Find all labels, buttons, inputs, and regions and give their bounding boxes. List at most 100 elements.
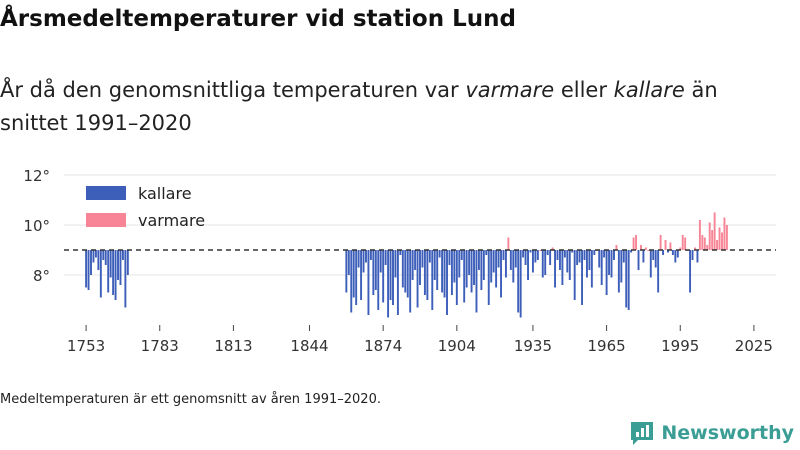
bar-1932 xyxy=(524,250,527,265)
bar-1861 xyxy=(350,250,353,313)
bar-1885 xyxy=(409,250,412,313)
legend: kallare varmare xyxy=(86,184,205,230)
bar-1976 xyxy=(632,237,635,250)
bar-1873 xyxy=(379,250,382,273)
bar-1860 xyxy=(347,250,350,275)
bar-1948 xyxy=(563,250,566,258)
subtitle-warm-word: varmare xyxy=(465,78,555,102)
legend-swatch-cold xyxy=(86,186,126,200)
bar-1756 xyxy=(92,250,95,263)
y-tick-label: 10° xyxy=(23,217,50,235)
bar-1758 xyxy=(97,250,100,270)
bar-1895 xyxy=(433,250,436,280)
bar-1988 xyxy=(662,250,665,255)
bar-1960 xyxy=(593,250,596,255)
x-axis-ticks: 1753 1783 1813 1844 1874 1904 1935 1965 1995 2025 xyxy=(67,325,773,355)
bar-1958 xyxy=(588,250,591,270)
bar-1959 xyxy=(590,250,593,288)
bar-1980 xyxy=(642,250,645,263)
bar-1974 xyxy=(627,250,630,310)
bar-2006 xyxy=(706,245,709,250)
bar-1754 xyxy=(87,250,90,290)
bar-1925 xyxy=(507,237,510,250)
bar-1937 xyxy=(536,250,539,260)
bar-1767 xyxy=(119,250,122,285)
bar-1901 xyxy=(448,250,451,265)
bar-1859 xyxy=(345,250,348,293)
subtitle-cold-word: kallare xyxy=(613,78,685,102)
bar-1883 xyxy=(404,250,407,293)
bar-1950 xyxy=(568,250,571,280)
bar-1939 xyxy=(541,250,544,278)
legend-swatch-warm xyxy=(86,213,126,227)
bar-1936 xyxy=(534,250,537,263)
newsworthy-logo: Newsworthy xyxy=(629,420,794,446)
bar-1891 xyxy=(423,250,426,295)
bar-1966 xyxy=(608,250,611,275)
newsworthy-logo-icon xyxy=(631,422,654,445)
x-tick-label: 1813 xyxy=(214,337,252,355)
bar-1889 xyxy=(419,250,421,285)
bar-1984 xyxy=(652,250,655,260)
bar-1900 xyxy=(446,250,448,315)
subtitle-part3: än snittet 1991–2020 xyxy=(0,78,718,135)
bar-1955 xyxy=(581,250,583,305)
bar-1927 xyxy=(512,250,515,283)
bar-1949 xyxy=(566,250,569,273)
bar-1975 xyxy=(630,250,633,253)
bar-1981 xyxy=(644,247,647,250)
bar-1868 xyxy=(367,250,370,315)
bar-1872 xyxy=(377,250,380,310)
bar-1899 xyxy=(443,250,446,298)
x-tick-label: 1753 xyxy=(67,337,105,355)
x-tick-label: 1935 xyxy=(514,337,552,355)
bar-1760 xyxy=(102,250,105,260)
bar-1753 xyxy=(85,250,88,288)
bar-1908 xyxy=(465,250,468,288)
bar-1999 xyxy=(689,250,692,293)
bar-1894 xyxy=(431,250,434,310)
bar-1882 xyxy=(401,250,404,288)
bar-1919 xyxy=(492,250,495,273)
bar-1947 xyxy=(561,250,564,285)
bar-1874 xyxy=(382,250,385,303)
bar-2005 xyxy=(703,237,706,250)
temperature-bar-chart: 8° 10° 12° 1753 1783 1813 1844 1874 1904 1935 196… xyxy=(23,167,776,355)
bar-1907 xyxy=(463,250,466,303)
bar-1903 xyxy=(453,250,456,283)
bar-1768 xyxy=(121,250,124,260)
bar-series xyxy=(85,212,728,318)
bar-2008 xyxy=(711,230,714,250)
bar-1987 xyxy=(659,235,662,250)
bar-1993 xyxy=(674,250,677,263)
bar-1916 xyxy=(485,250,488,255)
bar-2000 xyxy=(691,250,694,260)
bar-1952 xyxy=(573,250,576,300)
bar-1759 xyxy=(99,250,102,298)
bar-1997 xyxy=(684,237,687,250)
bar-1933 xyxy=(527,250,529,280)
bar-2010 xyxy=(716,240,719,250)
bar-1888 xyxy=(416,250,419,308)
legend-label-warm: varmare xyxy=(138,211,205,230)
bar-1957 xyxy=(585,250,588,278)
bar-1902 xyxy=(450,250,453,295)
bar-1956 xyxy=(583,250,586,260)
bar-1935 xyxy=(531,250,534,273)
bar-1930 xyxy=(519,250,522,318)
bar-1968 xyxy=(613,250,615,260)
bar-1995 xyxy=(679,247,682,250)
y-tick-label: 12° xyxy=(23,167,50,185)
bar-1886 xyxy=(411,250,414,280)
bar-1979 xyxy=(640,245,642,250)
bar-1942 xyxy=(549,250,552,265)
bar-1971 xyxy=(620,250,623,283)
bar-2011 xyxy=(718,227,721,250)
bar-1905 xyxy=(458,250,461,278)
bar-1931 xyxy=(522,250,525,258)
bar-1865 xyxy=(360,250,363,300)
bar-1928 xyxy=(514,250,517,268)
bar-1898 xyxy=(441,250,444,293)
newsworthy-logo-text: Newsworthy xyxy=(661,422,794,444)
bar-1953 xyxy=(576,250,579,265)
